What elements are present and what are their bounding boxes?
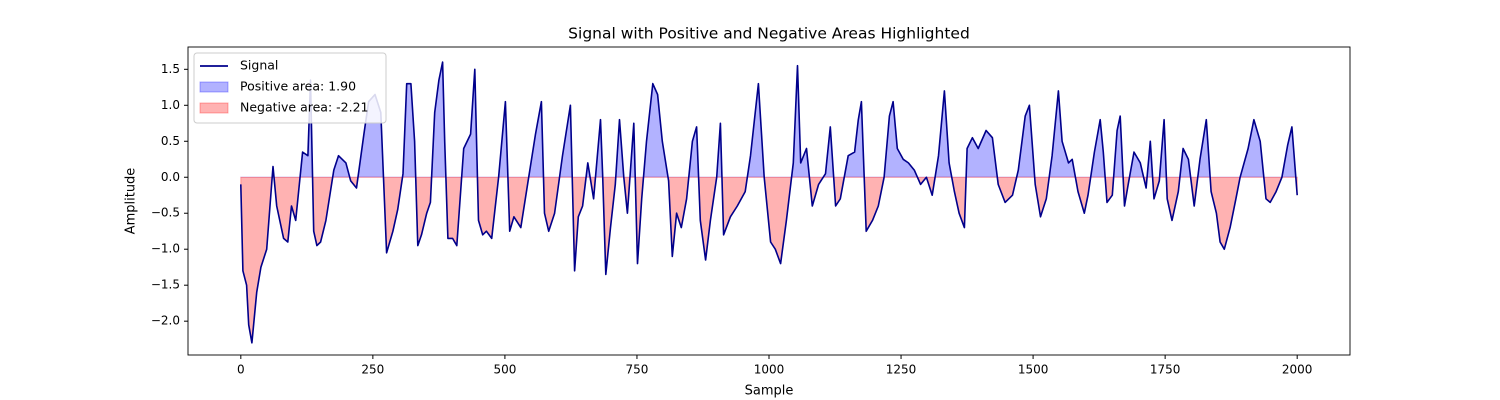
y-tick-label: 0.0 xyxy=(161,170,180,184)
x-tick-label: 250 xyxy=(361,363,384,377)
y-tick-label: 1.0 xyxy=(161,98,180,112)
chart-title: Signal with Positive and Negative Areas … xyxy=(568,25,970,43)
y-tick-label: −1.5 xyxy=(151,278,180,292)
x-tick-label: 500 xyxy=(493,363,516,377)
x-tick-label: 0 xyxy=(237,363,245,377)
plot-frame xyxy=(187,46,1351,356)
x-tick-label: 2000 xyxy=(1282,363,1313,377)
y-tick-label: 0.5 xyxy=(161,134,180,148)
x-tick-label: 1750 xyxy=(1150,363,1181,377)
x-tick-label: 1000 xyxy=(754,363,785,377)
legend-label: Signal xyxy=(240,58,278,73)
y-tick-label: −2.0 xyxy=(151,314,180,328)
x-tick-label: 1250 xyxy=(886,363,917,377)
y-tick-label: 1.5 xyxy=(161,62,180,76)
x-axis-label: Sample xyxy=(745,384,794,399)
y-axis-label: Amplitude xyxy=(124,168,139,235)
legend-swatch xyxy=(199,81,229,93)
x-tick-label: 1500 xyxy=(1018,363,1049,377)
legend-label: Negative area: -2.21 xyxy=(240,100,368,115)
legend-box xyxy=(193,52,387,124)
legend-swatch xyxy=(199,102,229,114)
y-tick-label: −1.0 xyxy=(151,242,180,256)
x-tick-label: 750 xyxy=(626,363,649,377)
signal-line xyxy=(240,61,1298,344)
legend-label: Positive area: 1.90 xyxy=(240,79,356,94)
y-tick-label: −0.5 xyxy=(151,206,180,220)
